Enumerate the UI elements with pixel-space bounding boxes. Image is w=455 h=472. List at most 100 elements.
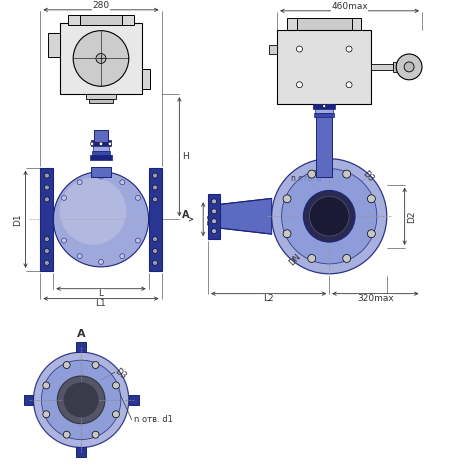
Circle shape <box>120 180 125 185</box>
Bar <box>287 18 361 30</box>
Bar <box>92 151 110 155</box>
Circle shape <box>41 360 121 439</box>
Circle shape <box>343 254 351 262</box>
Circle shape <box>98 260 103 264</box>
Circle shape <box>77 180 82 185</box>
Circle shape <box>92 362 99 369</box>
Circle shape <box>396 54 422 80</box>
Circle shape <box>308 170 316 178</box>
Bar <box>129 395 139 405</box>
Text: n отв. d1: n отв. d1 <box>134 415 172 424</box>
Circle shape <box>90 142 94 145</box>
Circle shape <box>152 236 157 242</box>
Bar <box>371 64 393 70</box>
Bar <box>149 168 162 271</box>
Circle shape <box>368 230 375 238</box>
Circle shape <box>368 195 375 203</box>
Circle shape <box>63 362 70 369</box>
Circle shape <box>152 197 157 202</box>
Text: n отв. d: n отв. d <box>291 174 321 183</box>
Circle shape <box>323 105 326 108</box>
Circle shape <box>61 195 66 201</box>
Circle shape <box>45 185 49 190</box>
Text: D3: D3 <box>113 366 128 381</box>
Polygon shape <box>220 198 272 234</box>
Circle shape <box>136 195 141 201</box>
Bar <box>208 194 220 238</box>
Bar <box>89 99 113 103</box>
Circle shape <box>346 82 352 88</box>
Bar <box>93 146 109 151</box>
Circle shape <box>282 169 377 264</box>
Text: DN: DN <box>287 252 303 267</box>
Bar <box>80 15 122 25</box>
Circle shape <box>152 173 157 178</box>
Circle shape <box>92 431 99 438</box>
Bar <box>277 30 371 104</box>
Text: 280: 280 <box>92 1 110 10</box>
Circle shape <box>212 219 217 224</box>
Circle shape <box>34 352 129 447</box>
Bar <box>91 140 111 146</box>
Bar <box>142 69 150 89</box>
Circle shape <box>120 254 125 259</box>
Bar <box>86 94 116 99</box>
Bar <box>313 104 335 109</box>
Circle shape <box>283 230 291 238</box>
Circle shape <box>45 173 49 178</box>
Bar <box>24 395 34 405</box>
Text: H: H <box>182 152 189 161</box>
Text: 460max: 460max <box>331 2 368 11</box>
Circle shape <box>77 254 82 259</box>
Circle shape <box>45 261 49 265</box>
Bar <box>314 113 334 117</box>
Circle shape <box>60 178 126 244</box>
Circle shape <box>212 209 217 214</box>
Bar <box>297 18 352 30</box>
Text: L2: L2 <box>263 294 274 303</box>
Circle shape <box>73 31 129 86</box>
Circle shape <box>98 174 103 179</box>
Circle shape <box>99 142 103 145</box>
Text: A: A <box>77 329 86 339</box>
Bar <box>393 62 401 72</box>
Bar <box>76 342 86 352</box>
Circle shape <box>297 46 303 52</box>
Circle shape <box>96 53 106 63</box>
Circle shape <box>45 197 49 202</box>
Circle shape <box>45 236 49 242</box>
Circle shape <box>283 195 291 203</box>
Text: D1: D1 <box>14 213 23 226</box>
Bar <box>269 44 277 54</box>
Circle shape <box>309 196 349 236</box>
Text: D2: D2 <box>408 210 417 222</box>
Circle shape <box>303 190 355 242</box>
Bar <box>40 168 53 271</box>
Circle shape <box>61 238 66 243</box>
Circle shape <box>136 238 141 243</box>
Circle shape <box>63 431 70 438</box>
Bar <box>315 109 333 113</box>
Bar <box>60 23 142 94</box>
Circle shape <box>45 248 49 253</box>
Text: 320max: 320max <box>357 294 394 303</box>
Bar <box>90 155 112 160</box>
Circle shape <box>152 261 157 265</box>
Circle shape <box>43 411 50 418</box>
Bar <box>94 130 108 142</box>
Bar <box>91 167 111 177</box>
Circle shape <box>152 185 157 190</box>
Text: D3: D3 <box>361 169 376 183</box>
Circle shape <box>212 199 217 204</box>
Circle shape <box>272 159 387 274</box>
Circle shape <box>343 170 351 178</box>
Circle shape <box>112 382 119 389</box>
Circle shape <box>112 411 119 418</box>
Circle shape <box>152 248 157 253</box>
Text: A: A <box>182 210 189 220</box>
Bar <box>48 33 60 58</box>
Circle shape <box>43 382 50 389</box>
Circle shape <box>308 254 316 262</box>
Circle shape <box>63 382 99 418</box>
Text: L1: L1 <box>96 299 106 308</box>
